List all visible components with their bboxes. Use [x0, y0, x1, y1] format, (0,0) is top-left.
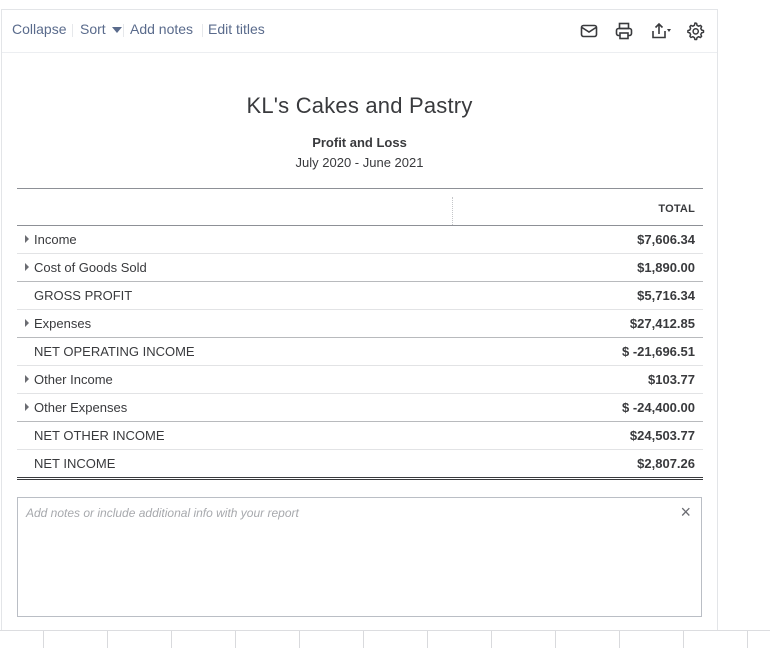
report-title[interactable]: Profit and Loss [312, 135, 407, 150]
row-label: NET OTHER INCOME [34, 428, 165, 443]
grid-line [43, 631, 44, 648]
report-toolbar: Collapse Sort Add notes Edit titles [2, 10, 717, 53]
table-row[interactable]: Other Expenses $ -24,400.00 [17, 394, 703, 422]
table-row[interactable]: NET INCOME $2,807.26 [17, 450, 703, 480]
row-value[interactable]: $5,716.34 [637, 288, 695, 303]
table-row[interactable]: Expenses $27,412.85 [17, 310, 703, 338]
notes-box[interactable]: Add notes or include additional info wit… [17, 497, 702, 617]
row-value[interactable]: $1,890.00 [637, 260, 695, 275]
row-value[interactable]: $27,412.85 [629, 316, 695, 331]
grid-line [427, 631, 428, 648]
row-label: NET OPERATING INCOME [34, 344, 195, 359]
sort-label: Sort [80, 21, 106, 37]
toolbar-divider [202, 24, 203, 37]
expand-caret-icon[interactable] [25, 263, 29, 271]
add-notes-button[interactable]: Add notes [130, 21, 194, 37]
grid-line [619, 631, 620, 648]
row-label[interactable]: Cost of Goods Sold [34, 260, 147, 275]
grid-line [363, 631, 364, 648]
expand-caret-icon[interactable] [25, 235, 29, 243]
row-label[interactable]: Income [34, 232, 77, 247]
table-row[interactable]: Cost of Goods Sold $1,890.00 [17, 254, 703, 282]
edit-titles-button[interactable]: Edit titles [208, 21, 265, 37]
row-value[interactable]: $2,807.26 [637, 456, 695, 471]
grid-line [171, 631, 172, 648]
grid-line [491, 631, 492, 648]
column-divider [452, 197, 453, 225]
toolbar-divider [72, 24, 73, 37]
chevron-down-icon [111, 27, 122, 34]
table-row[interactable]: Other Income $103.77 [17, 366, 703, 394]
report-table: TOTAL Income $7,606.34 Cost of Goods Sold $… [17, 188, 703, 480]
grid-line [683, 631, 684, 648]
grid-line [299, 631, 300, 648]
row-value[interactable]: $ -21,696.51 [621, 344, 695, 359]
collapse-button[interactable]: Collapse [12, 21, 67, 37]
close-icon[interactable]: × [680, 502, 691, 522]
grid-line [555, 631, 556, 648]
expand-caret-icon[interactable] [25, 403, 29, 411]
row-label[interactable]: Other Expenses [34, 400, 128, 415]
row-label[interactable]: Other Income [34, 372, 113, 387]
company-name[interactable]: KL's Cakes and Pastry [246, 93, 473, 118]
row-label[interactable]: Expenses [34, 316, 92, 331]
table-row[interactable]: NET OTHER INCOME $24,503.77 [17, 422, 703, 450]
grid-line [747, 631, 748, 648]
expand-caret-icon[interactable] [25, 375, 29, 383]
row-value[interactable]: $7,606.34 [637, 232, 695, 247]
toolbar-divider [123, 24, 124, 37]
gear-icon[interactable] [685, 21, 705, 41]
grid-line [107, 631, 108, 648]
grid-line [235, 631, 236, 648]
sort-button[interactable]: Sort [80, 21, 122, 37]
column-header-total[interactable]: TOTAL [658, 203, 695, 215]
email-icon[interactable] [579, 21, 599, 41]
row-value[interactable]: $103.77 [648, 372, 695, 387]
row-label: NET INCOME [34, 456, 116, 471]
row-value[interactable]: $24,503.77 [629, 428, 695, 443]
expand-caret-icon[interactable] [25, 319, 29, 327]
export-icon[interactable] [650, 21, 676, 41]
table-row[interactable]: GROSS PROFIT $5,716.34 [17, 282, 703, 310]
report-date-range[interactable]: July 2020 - June 2021 [295, 155, 424, 170]
row-value[interactable]: $ -24,400.00 [621, 400, 695, 415]
table-body: Income $7,606.34 Cost of Goods Sold $1,890.… [17, 226, 703, 480]
spreadsheet-grid-strip [0, 630, 770, 648]
report-panel: Collapse Sort Add notes Edit titles KL's… [1, 9, 718, 631]
table-row[interactable]: NET OPERATING INCOME $ -21,696.51 [17, 338, 703, 366]
print-icon[interactable] [614, 21, 634, 41]
notes-placeholder: Add notes or include additional info wit… [26, 506, 299, 520]
row-label: GROSS PROFIT [34, 288, 133, 303]
table-header: TOTAL [17, 188, 703, 226]
table-row[interactable]: Income $7,606.34 [17, 226, 703, 254]
